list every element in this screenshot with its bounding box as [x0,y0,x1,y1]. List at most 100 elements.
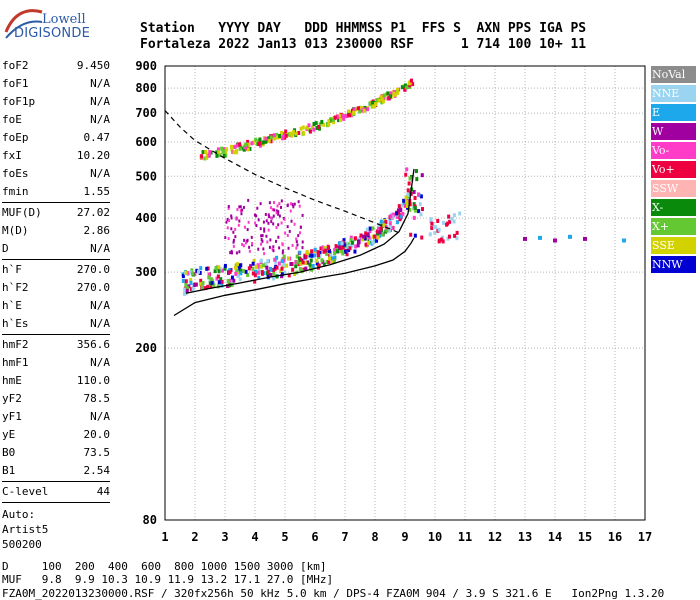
vertical-echo-mark [415,177,419,182]
echo-mark [273,257,277,262]
echo-mark [230,275,234,280]
echo-mark [356,106,360,111]
vertical-echo-mark [404,172,408,177]
echo-mark [298,250,302,255]
y-tick-label: 800 [135,81,157,95]
x-tick-label: 7 [341,530,348,544]
echo-mark [199,266,203,271]
param-row: hmF1 N/A [2,354,110,372]
echo-mark [400,85,404,90]
spread-echo-mark [260,242,263,246]
echo-mark [439,237,443,242]
spread-echo-mark [267,213,270,217]
legend-item: X+ [651,218,696,235]
param-row: M(D) 2.86 [2,222,110,240]
echo-mark [246,147,250,152]
spread-echo-mark [239,205,242,209]
spread-echo-mark [277,235,280,239]
echo-mark [215,153,219,158]
echo-mark [274,259,278,264]
spread-echo-mark [263,252,266,256]
spread-echo-mark [271,208,274,212]
echo-mark [278,133,282,138]
echo-mark [317,263,321,268]
echo-mark [388,221,392,226]
spread-echo-mark [265,219,268,223]
echo-mark [379,224,383,229]
spread-echo-mark [248,249,251,253]
vertical-echo-mark [408,202,412,207]
echo-mark [272,276,276,281]
spread-echo-mark [230,249,233,253]
echo-mark [259,264,263,269]
spread-echo-mark [287,246,290,250]
echo-mark [327,248,331,253]
echo-mark [225,147,229,152]
param-row: foF2 9.450 [2,57,110,75]
echo-mark [403,83,407,88]
echo-mark [212,283,216,288]
echo-mark [266,269,270,274]
echo-mark [399,214,403,219]
echo-mark [269,139,273,144]
echo-mark [320,258,324,263]
echo-mark [223,263,227,268]
spread-echo-mark [238,219,241,223]
param-row: C-level 44 [2,483,110,501]
param-name: yF2 [2,392,22,405]
echo-mark [259,258,263,263]
echo-mark [287,273,291,278]
echo-mark [191,287,195,292]
spread-echo-mark [277,212,280,216]
echo-mark [308,129,312,134]
spread-echo-mark [272,214,275,218]
echo-mark [256,270,260,275]
echo-mark [201,150,205,155]
x-tick-label: 15 [578,530,592,544]
echo-mark [354,107,358,112]
echo-mark [371,226,375,231]
panel-divider [2,202,110,203]
vertical-echo-mark [406,192,410,197]
spread-echo-mark [272,249,275,253]
echo-mark [189,280,193,285]
echo-mark [371,240,375,245]
echo-mark [314,121,318,126]
param-row: h`E N/A [2,297,110,315]
spread-echo-mark [230,214,233,218]
echo-mark [224,150,228,155]
echo-mark [293,272,297,277]
spread-echo-mark [301,213,304,217]
echo-mark [316,250,320,255]
spread-echo-mark [260,237,263,241]
echo-mark [429,219,433,224]
param-value: 27.02 [76,206,110,219]
echo-mark [402,198,406,203]
param-value: 9.450 [76,59,110,72]
param-row: D N/A [2,240,110,258]
echo-mark [390,225,394,230]
echo-mark [205,155,209,160]
spread-echo-mark [232,238,235,242]
echo-mark [273,266,277,271]
echo-mark [218,153,222,158]
echo-mark [336,114,340,119]
echo-mark [366,107,370,112]
y-tick-label: 300 [135,265,157,279]
spread-echo-mark [297,200,300,204]
echo-mark [272,133,276,138]
echo-mark [354,244,358,249]
spread-echo-mark [259,202,262,206]
spread-echo-mark [224,236,227,240]
x-tick-label: 14 [548,530,562,544]
echo-mark [360,108,364,113]
echo-mark [257,267,261,272]
echo-mark [380,97,384,102]
echo-mark [315,258,319,263]
echo-mark [257,141,261,146]
echo-mark [358,109,362,114]
echo-mark [430,225,434,230]
param-row: h`F2 270.0 [2,279,110,297]
param-row: foF1p N/A [2,93,110,111]
echo-mark [304,266,308,271]
